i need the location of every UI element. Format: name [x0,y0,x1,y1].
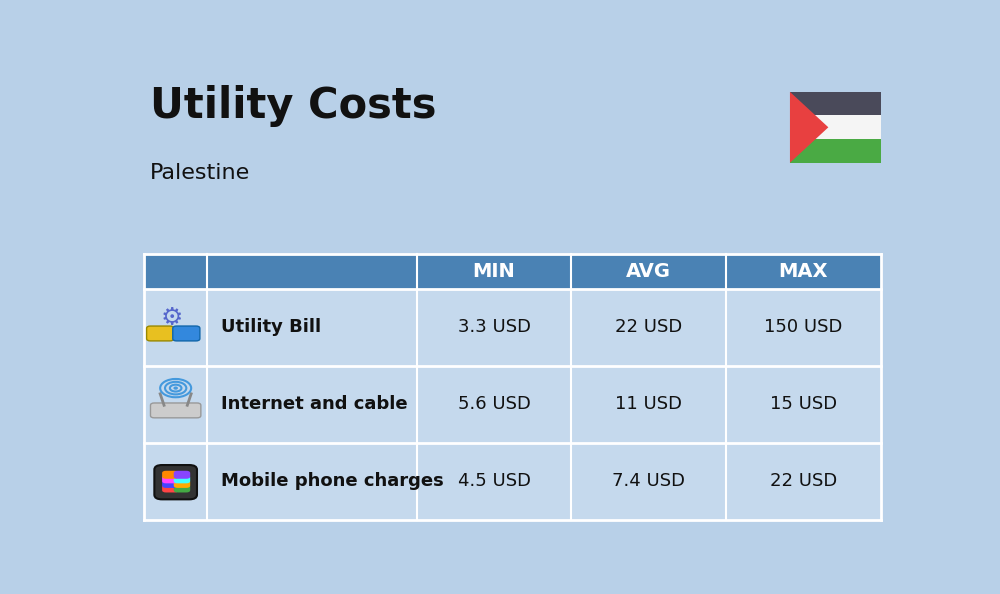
FancyBboxPatch shape [207,254,417,289]
Text: 150 USD: 150 USD [764,318,843,336]
FancyBboxPatch shape [144,366,881,443]
Text: Mobile phone charges: Mobile phone charges [221,472,444,490]
Text: 4.5 USD: 4.5 USD [458,472,531,490]
FancyBboxPatch shape [571,254,726,289]
FancyBboxPatch shape [790,115,881,139]
FancyBboxPatch shape [144,443,881,520]
FancyBboxPatch shape [173,326,200,341]
Text: Utility Bill: Utility Bill [221,318,321,336]
FancyBboxPatch shape [162,480,179,488]
Text: AVG: AVG [626,262,671,281]
FancyBboxPatch shape [174,485,190,492]
FancyBboxPatch shape [790,92,881,115]
Text: MAX: MAX [779,262,828,281]
FancyBboxPatch shape [162,471,179,479]
FancyBboxPatch shape [165,472,186,491]
Text: MIN: MIN [473,262,515,281]
FancyBboxPatch shape [144,289,881,366]
Circle shape [174,387,177,389]
FancyBboxPatch shape [790,139,881,163]
FancyBboxPatch shape [174,480,190,488]
Text: 15 USD: 15 USD [770,395,837,413]
Text: Utility Costs: Utility Costs [150,85,436,127]
Text: 11 USD: 11 USD [615,395,682,413]
Polygon shape [790,92,828,163]
Text: 22 USD: 22 USD [770,472,837,490]
Text: ⚙: ⚙ [161,306,183,330]
FancyBboxPatch shape [174,475,190,484]
Text: 3.3 USD: 3.3 USD [458,318,531,336]
Text: Internet and cable: Internet and cable [221,395,408,413]
FancyBboxPatch shape [154,465,197,500]
Text: Palestine: Palestine [150,163,250,183]
FancyBboxPatch shape [417,254,571,289]
Text: 5.6 USD: 5.6 USD [458,395,531,413]
FancyBboxPatch shape [174,471,190,479]
FancyBboxPatch shape [144,254,207,289]
FancyBboxPatch shape [162,475,179,484]
FancyBboxPatch shape [162,485,179,492]
Text: 22 USD: 22 USD [615,318,682,336]
FancyBboxPatch shape [726,254,881,289]
FancyBboxPatch shape [150,403,201,418]
Text: 7.4 USD: 7.4 USD [612,472,685,490]
FancyBboxPatch shape [147,326,174,341]
